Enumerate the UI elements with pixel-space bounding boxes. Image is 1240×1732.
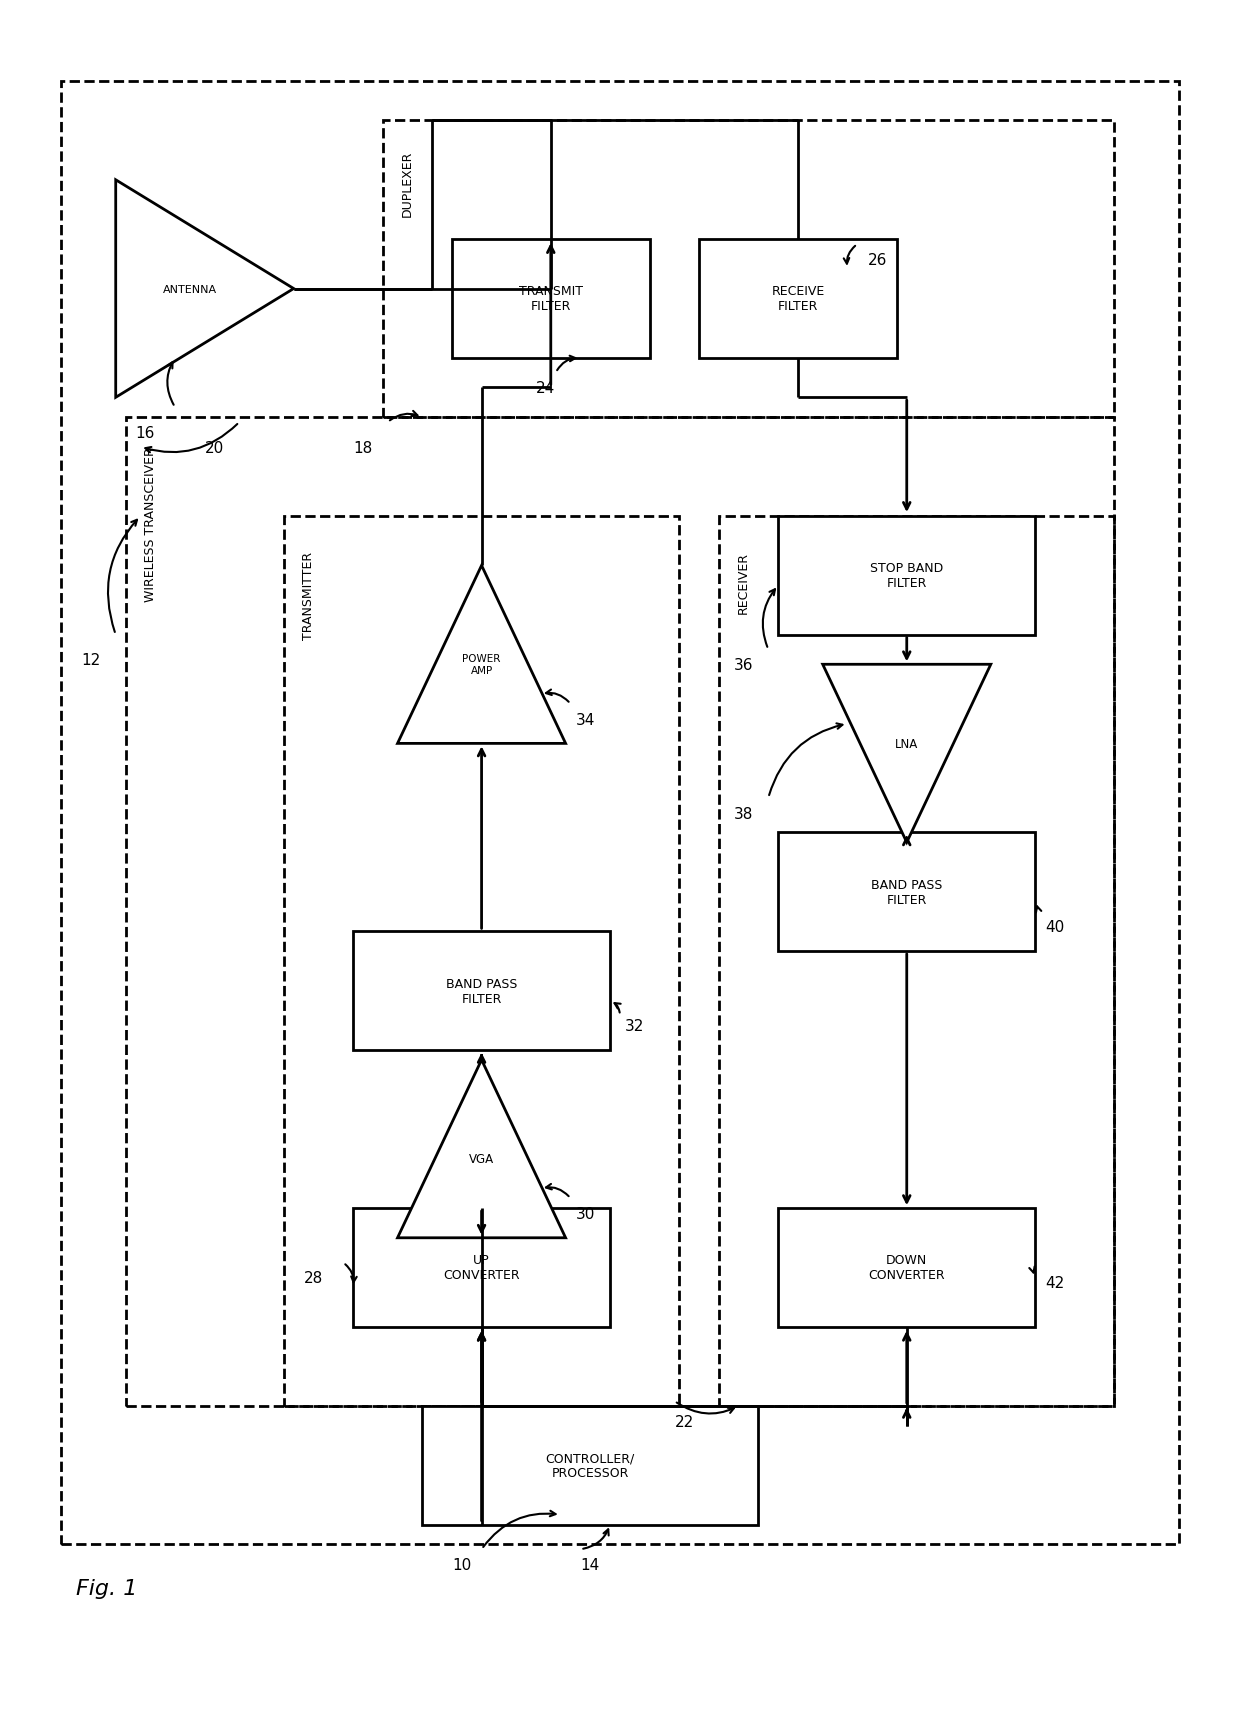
Text: 18: 18 xyxy=(353,440,372,456)
Bar xyxy=(61,81,1179,1545)
Text: 14: 14 xyxy=(580,1557,600,1573)
Text: 38: 38 xyxy=(734,805,753,821)
Bar xyxy=(423,1406,759,1524)
Text: 16: 16 xyxy=(135,426,155,440)
Text: DOWN
CONVERTER: DOWN CONVERTER xyxy=(868,1254,945,1282)
Text: Fig. 1: Fig. 1 xyxy=(76,1578,138,1599)
Bar xyxy=(699,241,897,359)
Text: 26: 26 xyxy=(868,253,887,268)
Text: 12: 12 xyxy=(82,653,100,669)
Bar xyxy=(125,417,1115,1406)
Text: BAND PASS
FILTER: BAND PASS FILTER xyxy=(870,878,942,906)
Text: 42: 42 xyxy=(1045,1275,1065,1290)
Text: 24: 24 xyxy=(536,381,556,397)
Text: RECEIVER: RECEIVER xyxy=(737,551,750,613)
Text: POWER
AMP: POWER AMP xyxy=(463,655,501,675)
Polygon shape xyxy=(115,180,294,398)
Bar xyxy=(383,121,1115,417)
Text: UP
CONVERTER: UP CONVERTER xyxy=(443,1254,520,1282)
Text: ANTENNA: ANTENNA xyxy=(162,284,217,294)
Bar xyxy=(719,516,1115,1406)
Text: 32: 32 xyxy=(625,1018,645,1034)
Text: 20: 20 xyxy=(205,440,224,456)
Text: 22: 22 xyxy=(675,1413,694,1429)
Text: RECEIVE
FILTER: RECEIVE FILTER xyxy=(771,286,825,313)
Bar xyxy=(451,241,650,359)
Text: 28: 28 xyxy=(304,1271,324,1285)
Bar xyxy=(353,932,610,1050)
Bar xyxy=(284,516,680,1406)
Bar xyxy=(779,1209,1035,1327)
Bar xyxy=(353,1209,610,1327)
Text: TRANSMITTER: TRANSMITTER xyxy=(303,551,315,639)
Bar xyxy=(779,833,1035,951)
Text: 30: 30 xyxy=(575,1205,595,1221)
Text: TRANSMIT
FILTER: TRANSMIT FILTER xyxy=(518,286,583,313)
Polygon shape xyxy=(398,566,565,745)
Text: WIRELESS TRANSCEIVER: WIRELESS TRANSCEIVER xyxy=(144,447,156,603)
Text: CONTROLLER/
PROCESSOR: CONTROLLER/ PROCESSOR xyxy=(546,1451,635,1479)
Text: VGA: VGA xyxy=(469,1152,494,1166)
Text: 34: 34 xyxy=(575,712,595,727)
Text: 36: 36 xyxy=(734,658,754,672)
Text: STOP BAND
FILTER: STOP BAND FILTER xyxy=(870,561,944,591)
Bar xyxy=(779,516,1035,636)
Text: 40: 40 xyxy=(1045,920,1065,935)
Text: LNA: LNA xyxy=(895,738,919,750)
Polygon shape xyxy=(822,665,991,843)
Text: 10: 10 xyxy=(453,1557,471,1573)
Polygon shape xyxy=(398,1060,565,1238)
Text: DUPLEXER: DUPLEXER xyxy=(401,151,414,216)
Text: BAND PASS
FILTER: BAND PASS FILTER xyxy=(446,977,517,1005)
